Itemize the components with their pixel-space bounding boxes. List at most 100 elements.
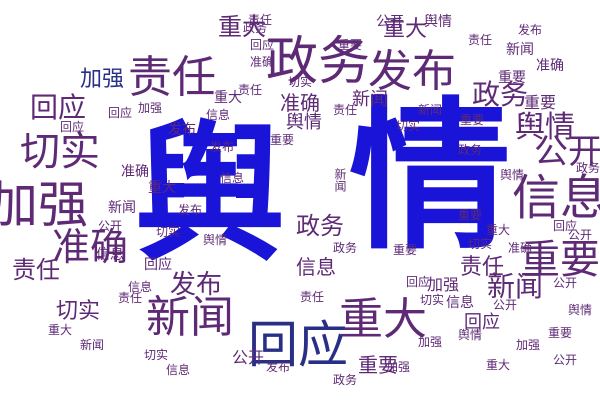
word-cloud-word: 重要 xyxy=(547,326,573,340)
word-cloud-word: 加强 xyxy=(0,176,88,234)
word-cloud-word: 公开 xyxy=(552,353,578,367)
word-cloud-word: 公开 xyxy=(534,132,600,172)
word-cloud-word: 责任 xyxy=(332,103,358,117)
word-cloud-word: 切实 xyxy=(20,129,100,175)
word-cloud-word: 回应 xyxy=(249,38,275,52)
word-cloud-word: 回应 xyxy=(59,120,85,134)
word-cloud-word: 信息 xyxy=(219,171,245,185)
word-cloud-word: 责任 xyxy=(12,256,60,284)
word-cloud-word: 公开 xyxy=(492,298,518,312)
word-cloud-word: 准确 xyxy=(121,164,149,180)
word-cloud-word: 公开 xyxy=(376,14,404,30)
word-cloud-word: 责任 xyxy=(467,33,493,47)
word-cloud-word: 政务 xyxy=(575,161,600,175)
word-cloud-word: 新闻 xyxy=(352,89,388,110)
word-cloud-word: 发布 xyxy=(368,46,456,97)
word-cloud-word: 加强 xyxy=(137,101,163,115)
word-cloud-word: 重大 xyxy=(382,17,428,42)
word-cloud-word: 回应 xyxy=(29,91,87,124)
word-cloud-word: 责任 xyxy=(237,83,263,97)
word-cloud-word: 准确 xyxy=(249,55,275,69)
word-cloud-word: 切实 xyxy=(143,348,169,362)
word-cloud-word: 新闻 xyxy=(146,292,234,343)
word-cloud-word: 政务 xyxy=(296,212,344,240)
word-cloud-word: 重要 xyxy=(269,133,295,147)
word-cloud-word: 政务 xyxy=(265,32,371,92)
word-cloud-word: 加强 xyxy=(417,335,443,349)
word-cloud-word: 舆情 xyxy=(286,112,322,133)
word-cloud-word: 舆情 xyxy=(499,168,525,182)
word-cloud-word: 政务 xyxy=(471,78,529,111)
word-cloud-word: 政务 xyxy=(332,241,358,255)
word-cloud-word: 信息 xyxy=(511,170,600,226)
word-cloud-word: 舆情 xyxy=(424,14,452,30)
word-cloud-word: 加强 xyxy=(515,338,541,352)
word-cloud-word: 舆情 xyxy=(202,233,228,247)
word-cloud-word: 回应 xyxy=(248,316,348,374)
word-cloud-word: 重要 xyxy=(459,113,485,127)
word-cloud-word: 重要 xyxy=(358,353,398,377)
word-cloud-word: 发布 xyxy=(209,140,235,154)
word-cloud-word: 回应 xyxy=(464,312,500,333)
word-cloud-word: 重要 xyxy=(520,237,600,283)
word-cloud-word: 责任 xyxy=(299,290,325,304)
word-cloud-word: 切实 xyxy=(467,237,493,251)
word-cloud-word: 发布 xyxy=(169,270,223,300)
word-cloud-word: 信息 xyxy=(205,108,231,122)
word-cloud-word: 政务 xyxy=(242,21,268,35)
word-cloud-word: 加强 xyxy=(426,275,460,294)
word-cloud-word: 切实 xyxy=(419,293,445,307)
word-cloud-word: 重要 xyxy=(523,93,557,112)
word-cloud-word: 重要 xyxy=(392,243,418,257)
word-cloud-word: 责任 xyxy=(128,52,216,103)
word-cloud-word: 信息 xyxy=(165,363,191,377)
word-cloud-word: 重要 xyxy=(457,208,483,222)
word-cloud-word: 发布 xyxy=(517,23,543,37)
word-cloud-word: 信息 xyxy=(446,295,474,311)
word-cloud-word: 回应 xyxy=(552,219,578,233)
word-cloud-word: 重大 xyxy=(148,180,176,196)
word-cloud-word: 新闻 xyxy=(333,168,347,192)
word-cloud-word: 新闻 xyxy=(506,42,534,58)
word-cloud-word: 准确 xyxy=(536,58,564,74)
word-cloud-word: 责任 xyxy=(459,255,505,280)
word-cloud-word: 加强 xyxy=(79,67,125,92)
word-cloud-word: 重大 xyxy=(214,90,242,106)
word-cloud-word: 舆情 xyxy=(457,328,483,342)
word-cloud-word: 回应 xyxy=(107,106,133,120)
word-cloud-word: 新闻 xyxy=(417,103,443,117)
word-cloud-word: 准确 xyxy=(280,91,320,115)
word-cloud-word: 发布 xyxy=(168,122,196,138)
word-cloud-word: 发布 xyxy=(177,203,203,217)
word-cloud-word: 情 xyxy=(349,84,511,272)
word-cloud-word: 公开 xyxy=(567,228,593,242)
word-cloud-word: 责任 xyxy=(117,291,143,305)
word-cloud-word: 责任 xyxy=(247,13,273,27)
word-cloud-word: 准确 xyxy=(507,241,533,255)
word-cloud-word: 公开 xyxy=(231,348,265,367)
word-cloud-word: 信息 xyxy=(96,247,124,263)
word-cloud-word: 回应 xyxy=(405,275,431,289)
word-cloud-word: 准确 xyxy=(51,225,129,269)
word-cloud-word: 重大 xyxy=(47,323,73,337)
word-cloud-word: 发布 xyxy=(265,360,291,374)
word-cloud-word: 公开 xyxy=(552,276,578,290)
word-cloud-word: 信息 xyxy=(296,255,336,279)
word-cloud-word: 新闻 xyxy=(486,270,544,303)
word-cloud-word: 重大 xyxy=(339,294,427,345)
word-cloud-word: 回应 xyxy=(144,257,172,273)
word-cloud-word: 重大 xyxy=(485,223,511,237)
word-cloud-word: 公开 xyxy=(97,219,123,233)
word-cloud-word: 切实 xyxy=(55,299,101,324)
word-cloud-word: 信息 xyxy=(127,280,153,294)
word-cloud-word: 舆 xyxy=(134,108,286,282)
word-cloud-word: 新闻 xyxy=(79,338,105,352)
word-cloud-word: 加强 xyxy=(385,360,411,374)
word-cloud-word: 重大 xyxy=(218,13,266,41)
word-cloud-word: 重要 xyxy=(498,70,526,86)
word-cloud-word: 重大 xyxy=(485,358,511,372)
word-cloud-word: 政务 xyxy=(332,373,358,387)
word-cloud-word: 舆情 xyxy=(515,110,575,145)
word-cloud-word: 切实 xyxy=(155,225,181,239)
